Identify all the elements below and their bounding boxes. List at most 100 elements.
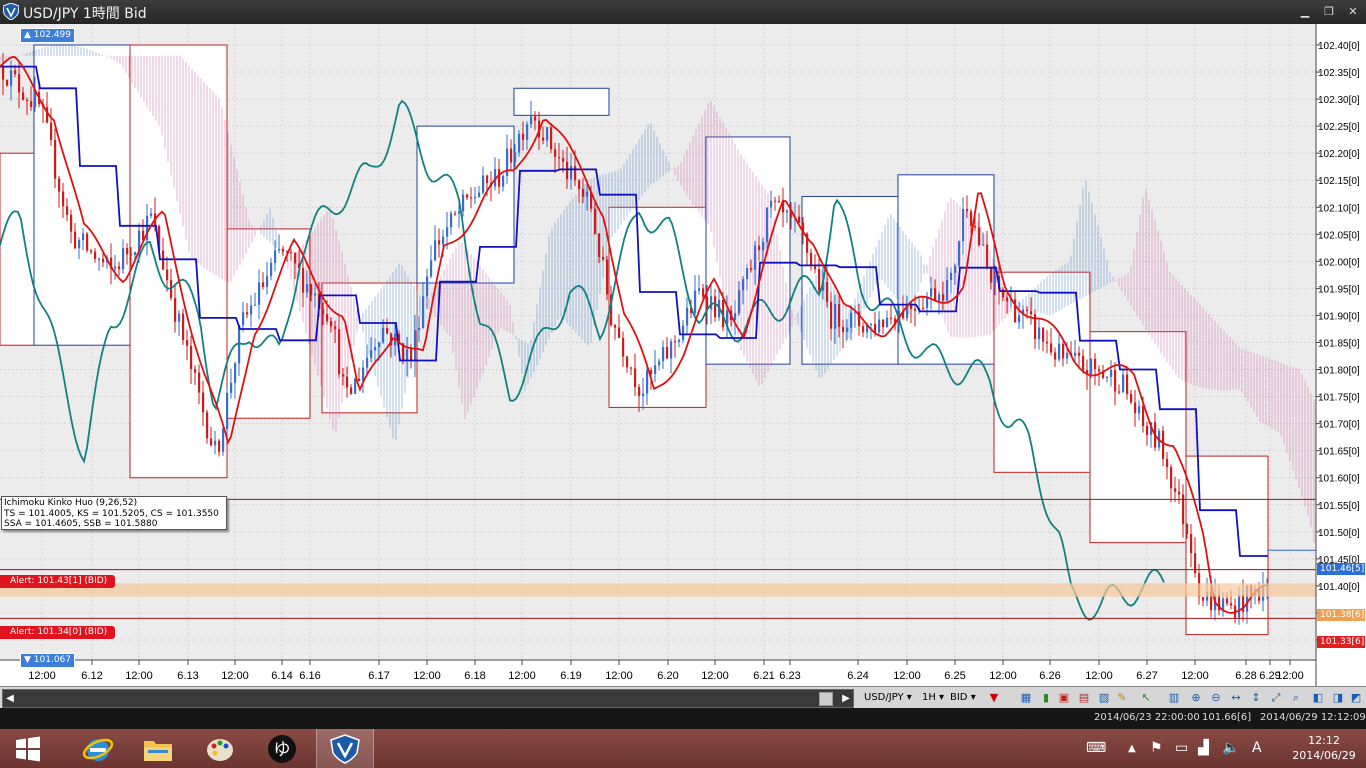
candle-down	[350, 387, 353, 394]
alert-bell-icon[interactable]: ▼	[989, 691, 999, 704]
candle-up	[710, 296, 713, 310]
candle-down	[410, 349, 413, 362]
draw-icon[interactable]: ✎	[1117, 691, 1127, 704]
alert-label-2[interactable]: Alert: 101.34[0] (BID)	[0, 626, 115, 639]
start-button[interactable]	[0, 729, 56, 768]
candle-down	[862, 326, 865, 333]
candle-up	[926, 296, 929, 308]
network-icon[interactable]: ▟	[1198, 740, 1209, 756]
taskbar-paint[interactable]	[192, 729, 248, 768]
candle-down	[1218, 594, 1221, 611]
candle-down	[346, 376, 349, 388]
candle-down	[6, 79, 9, 86]
candle-down	[18, 74, 21, 93]
candle-up	[134, 251, 137, 255]
paint-palette-icon	[207, 738, 233, 761]
candle-icon[interactable]: ▮	[1042, 691, 1050, 704]
timeframe-select[interactable]: 1H ▾	[922, 692, 945, 703]
candle-up	[1058, 343, 1061, 360]
y-tick-label: 101.80[0]	[1318, 366, 1360, 377]
scale-vertical-icon[interactable]: ↕	[1251, 691, 1261, 704]
candle-down	[466, 194, 469, 198]
candle-down	[1002, 289, 1005, 298]
taskbar-app-yu[interactable]: ゆ	[254, 729, 310, 768]
alert-label-1[interactable]: Alert: 101.43[1] (BID)	[0, 575, 115, 588]
close-button[interactable]: ✕	[1348, 5, 1358, 18]
y-axis-labels: 102.40[0] 102.35[0] 102.30[0] 102.25[0] 102.…	[1316, 41, 1360, 647]
symbol-select[interactable]: USD/JPY ▾	[864, 692, 912, 703]
candle-up	[854, 311, 857, 313]
layout-icon[interactable]: ▥	[1168, 691, 1180, 704]
candle-down	[618, 327, 621, 338]
taskbar-trading-app[interactable]	[316, 729, 374, 768]
candle-down	[582, 189, 585, 197]
candle-down	[202, 392, 205, 413]
settings-icon[interactable]: ◧	[1312, 691, 1324, 704]
zoom-out-icon[interactable]: ⊖	[1211, 691, 1221, 704]
scroll-left-icon[interactable]: ◀	[6, 693, 14, 704]
chart-scrollbar[interactable]: ◀ ▶	[2, 689, 854, 708]
power-icon[interactable]: ▭	[1175, 740, 1189, 756]
candle-down	[1126, 374, 1129, 395]
ichimoku-info-box[interactable]: Ichimoku Kinko Huo (9,26,52) TS = 101.40…	[1, 496, 227, 530]
candle-up	[938, 294, 941, 302]
chart-type-icon[interactable]: ▦	[1020, 691, 1032, 704]
volume-icon[interactable]: 🔈	[1222, 740, 1240, 756]
candle-down	[910, 304, 913, 310]
side-select[interactable]: BID ▾	[950, 692, 976, 703]
y-tick-label: 101.60[0]	[1318, 474, 1360, 485]
color-icon[interactable]: ▣	[1058, 691, 1070, 704]
candle-down	[54, 139, 57, 179]
chart-canvas[interactable]: 102.40[0] 102.35[0] 102.30[0] 102.25[0] 102.…	[0, 24, 1366, 686]
minimize-button[interactable]: ▁	[1300, 5, 1310, 18]
y-tick-label: 101.40[0]	[1318, 582, 1360, 593]
indicator-icon[interactable]: ▤	[1078, 691, 1090, 704]
cursor-icon[interactable]: ↖	[1141, 691, 1151, 704]
candle-up	[214, 440, 217, 446]
candle-down	[1086, 370, 1089, 375]
zoom-in-icon[interactable]: ⊕	[1191, 691, 1201, 704]
candle-up	[694, 290, 697, 314]
candle-down	[26, 99, 29, 102]
scroll-right-icon[interactable]: ▶	[842, 693, 850, 704]
candle-down	[194, 368, 197, 373]
search-chart-icon[interactable]: ⌕	[1292, 691, 1300, 704]
y-tick-label: 102.20[0]	[1318, 149, 1360, 160]
candle-up	[1222, 598, 1225, 611]
tray-expand-icon[interactable]: ▲	[1128, 743, 1136, 754]
taskbar-clock[interactable]: 12:12 2014/06/29	[1284, 733, 1364, 763]
taskbar-ie[interactable]	[70, 729, 126, 768]
candle-down	[130, 254, 133, 256]
candle-down	[358, 378, 361, 382]
taskbar-explorer[interactable]	[130, 729, 186, 768]
restore-button[interactable]: ❐	[1324, 5, 1334, 18]
save-icon[interactable]: ◨	[1332, 691, 1344, 704]
candle-down	[614, 325, 617, 328]
x-tick-label: 6.28	[1235, 670, 1256, 682]
print-icon[interactable]: ◩	[1350, 691, 1362, 704]
candle-up	[378, 342, 381, 347]
candle-up	[570, 166, 573, 180]
y-tick-label: 101.75[0]	[1318, 393, 1360, 404]
keyboard-icon[interactable]: ⌨	[1086, 740, 1107, 756]
scale-horizontal-icon[interactable]: ↔	[1231, 691, 1241, 704]
x-tick-label: 12:00	[989, 670, 1017, 682]
candle-down	[438, 240, 441, 245]
candle-down	[186, 340, 189, 346]
candle-down	[550, 127, 553, 150]
price-chart[interactable]: 102.40[0] 102.35[0] 102.30[0] 102.25[0] 102.…	[0, 24, 1366, 686]
candle-down	[66, 206, 69, 215]
window-icon[interactable]: ▧	[1098, 691, 1110, 704]
candle-up	[514, 152, 517, 163]
scrollbar-thumb[interactable]	[819, 692, 833, 706]
flag-icon[interactable]: ⚑	[1150, 740, 1163, 756]
candle-down	[1082, 355, 1085, 371]
day-range-box	[1089, 331, 1187, 544]
ime-indicator[interactable]: A	[1252, 740, 1262, 756]
fit-icon[interactable]: ⤢	[1271, 691, 1281, 704]
candle-up	[314, 293, 317, 296]
x-tick-label: 6.16	[299, 670, 320, 682]
candle-down	[1130, 394, 1133, 403]
indicator-values-1: TS = 101.4005, KS = 101.5205, CS = 101.3…	[4, 508, 219, 519]
candle-down	[798, 216, 801, 223]
